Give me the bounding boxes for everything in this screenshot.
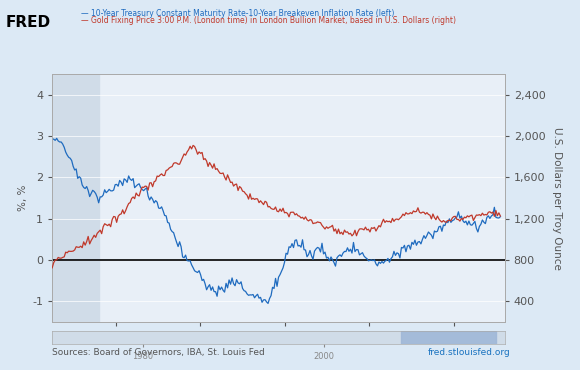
Text: FRED: FRED: [6, 15, 51, 30]
Text: fred.stlouisfed.org: fred.stlouisfed.org: [427, 348, 510, 357]
Y-axis label: U.S. Dollars per Troy Ounce: U.S. Dollars per Troy Ounce: [552, 127, 563, 269]
Y-axis label: %, %: %, %: [18, 185, 28, 211]
Text: Sources: Board of Governors, IBA, St. Louis Fed: Sources: Board of Governors, IBA, St. Lo…: [52, 348, 265, 357]
Bar: [52, 74, 99, 322]
Text: — 10-Year Treasury Constant Maturity Rate-10-Year Breakeven Inflation Rate (left: — 10-Year Treasury Constant Maturity Rat…: [81, 9, 394, 18]
Text: — Gold Fixing Price 3:00 P.M. (London time) in London Bullion Market, based in U: — Gold Fixing Price 3:00 P.M. (London ti…: [81, 16, 456, 24]
Bar: [401, 331, 496, 344]
